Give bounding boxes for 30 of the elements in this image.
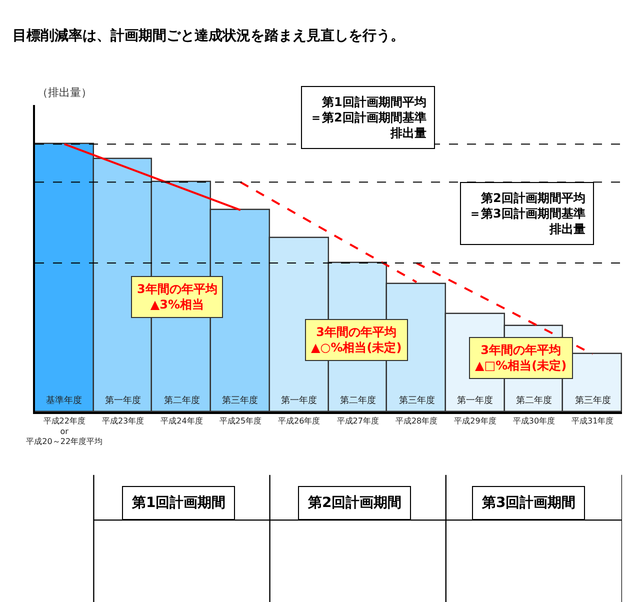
x-tick-label: 平成22年度 or 平成20～22年度平均 <box>26 416 103 446</box>
x-tick-label: 平成30年度 <box>512 416 556 426</box>
x-tick-label: 平成23年度 <box>102 416 144 426</box>
annotation: 3年間の年平均 ▲□%相当(未定) <box>475 343 567 373</box>
annotation: 3年間の年平均 ▲○%相当(未定) <box>311 325 402 355</box>
x-tick-label: 平成29年度 <box>454 416 496 426</box>
annotation: 基準年度 <box>46 395 82 406</box>
annotation: 第2回計画期間平均＝第3回計画期間基準排出量 <box>469 191 586 236</box>
x-tick-label: 平成26年度 <box>278 416 320 426</box>
text: 第3回計画期間 <box>481 495 576 511</box>
annotation: 第一年度 <box>281 395 317 406</box>
annotation: 第一年度 <box>457 395 493 406</box>
text: 第1回計画期間平均＝第2回計画期間基準排出量 <box>310 95 426 140</box>
text: 第2回計画期間 <box>307 495 402 511</box>
x-tick-label: 平成25年度 <box>219 416 262 426</box>
annotation: 第三年度 <box>222 395 258 406</box>
annotation: 第三年度 <box>399 395 435 406</box>
annotation: 第三年度 <box>575 395 611 406</box>
x-tick-label: 平成24年度 <box>160 416 203 426</box>
y-axis-title: （排出量） <box>37 86 92 99</box>
annotation: 3年間の年平均 ▲3%相当 <box>137 282 218 312</box>
x-tick-label: 平成28年度 <box>395 416 438 426</box>
annotation: 第二年度 <box>516 395 552 406</box>
annotation: 第二年度 <box>340 395 376 406</box>
annotation: 第二年度 <box>164 395 200 406</box>
x-tick-label: 平成27年度 <box>336 416 379 426</box>
annotation: 第一年度 <box>105 395 141 406</box>
chart-title: 目標削減率は、計画期間ごと達成状況を踏まえ見直しを行う。 <box>12 26 405 44</box>
text: 第1回計画期間 <box>131 495 226 511</box>
x-tick-label: 平成31年度 <box>572 416 614 426</box>
